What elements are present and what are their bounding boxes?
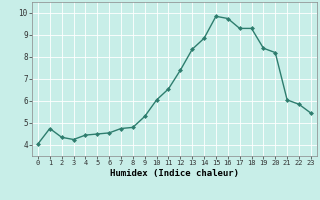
- X-axis label: Humidex (Indice chaleur): Humidex (Indice chaleur): [110, 169, 239, 178]
